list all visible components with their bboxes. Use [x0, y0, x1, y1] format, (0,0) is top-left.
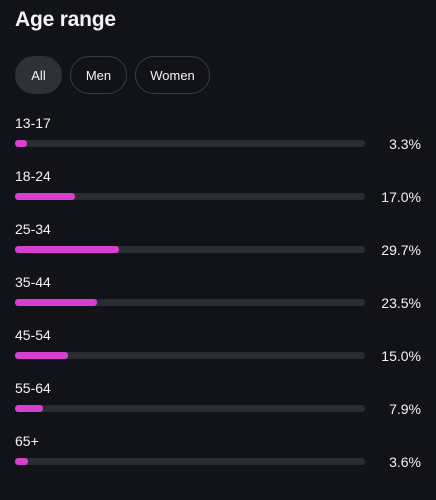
age-bar-track	[15, 405, 365, 412]
age-label: 55-64	[15, 380, 51, 396]
age-bar-track	[15, 140, 365, 147]
tab-all[interactable]: All	[15, 56, 62, 94]
age-percentage: 29.7%	[381, 242, 421, 258]
age-row-55-64: 55-64 7.9%	[15, 377, 421, 430]
age-label: 65+	[15, 433, 39, 449]
age-range-list: 13-17 3.3% 18-24 17.0% 25-34 29.7% 35-44	[15, 112, 421, 483]
page-title: Age range	[15, 8, 116, 31]
age-bar-fill	[15, 140, 27, 147]
age-percentage: 15.0%	[381, 348, 421, 364]
gender-tabs: All Men Women	[15, 56, 210, 94]
age-percentage: 3.6%	[389, 454, 421, 470]
age-label: 45-54	[15, 327, 51, 343]
age-bar-fill	[15, 405, 43, 412]
age-bar-track	[15, 193, 365, 200]
age-row-45-54: 45-54 15.0%	[15, 324, 421, 377]
age-row-25-34: 25-34 29.7%	[15, 218, 421, 271]
age-row-18-24: 18-24 17.0%	[15, 165, 421, 218]
age-bar-track	[15, 458, 365, 465]
age-bar-track	[15, 352, 365, 359]
age-label: 35-44	[15, 274, 51, 290]
age-label: 18-24	[15, 168, 51, 184]
age-row-35-44: 35-44 23.5%	[15, 271, 421, 324]
age-percentage: 3.3%	[389, 136, 421, 152]
age-row-65-plus: 65+ 3.6%	[15, 430, 421, 483]
tab-women[interactable]: Women	[135, 56, 210, 94]
age-label: 25-34	[15, 221, 51, 237]
age-bar-fill	[15, 193, 75, 200]
age-bar-fill	[15, 352, 68, 359]
age-percentage: 23.5%	[381, 295, 421, 311]
age-percentage: 17.0%	[381, 189, 421, 205]
age-bar-track	[15, 246, 365, 253]
age-bar-fill	[15, 299, 98, 306]
age-bar-fill	[15, 246, 119, 253]
age-percentage: 7.9%	[389, 401, 421, 417]
age-bar-fill	[15, 458, 28, 465]
age-label: 13-17	[15, 115, 51, 131]
tab-men[interactable]: Men	[70, 56, 127, 94]
age-bar-track	[15, 299, 365, 306]
age-row-13-17: 13-17 3.3%	[15, 112, 421, 165]
